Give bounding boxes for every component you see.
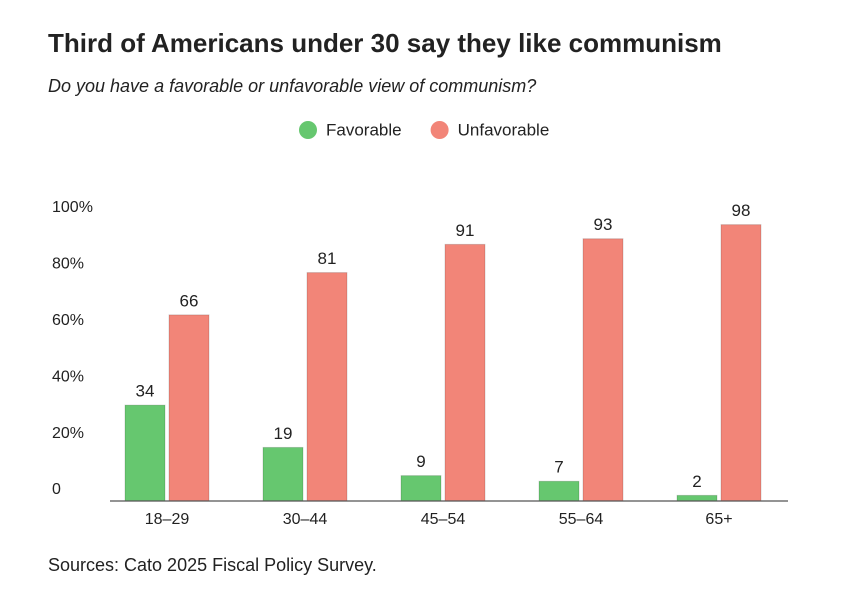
legend-label: Unfavorable [458,120,550,139]
source-note: Sources: Cato 2025 Fiscal Policy Survey. [48,555,377,575]
y-tick-label: 60% [52,312,84,329]
y-tick-label: 40% [52,368,84,385]
bar [676,494,718,502]
y-tick-label: 80% [52,256,84,273]
value-label: 66 [180,291,199,310]
bar [582,238,624,502]
x-tick-label: 45–54 [421,511,466,528]
y-tick-label: 100% [52,199,93,216]
legend-swatch [430,121,449,139]
legend-swatch [299,121,317,139]
bar [720,224,762,502]
bar [124,404,166,502]
value-label: 34 [136,382,155,401]
y-tick-label: 20% [52,425,84,442]
bar [538,480,580,502]
x-tick-label: 18–29 [145,511,190,528]
value-label: 2 [692,472,701,491]
y-tick-label: 0 [52,481,61,498]
value-label: 19 [274,424,293,443]
value-label: 7 [554,458,563,477]
x-tick-label: 30–44 [283,511,328,528]
value-label: 98 [732,201,751,220]
bar [168,314,210,502]
x-tick-label: 65+ [705,511,732,528]
value-label: 81 [318,249,337,268]
chart-title: Third of Americans under 30 say they lik… [48,28,722,58]
value-label: 93 [594,215,613,234]
x-tick-label: 55–64 [559,511,604,528]
value-label: 91 [456,221,475,240]
bar [400,475,442,502]
bar [444,243,486,502]
value-label: 9 [416,452,425,471]
bar [262,446,304,502]
legend-label: Favorable [326,120,402,139]
bar [306,272,348,502]
chart-subtitle: Do you have a favorable or unfavorable v… [48,76,536,96]
